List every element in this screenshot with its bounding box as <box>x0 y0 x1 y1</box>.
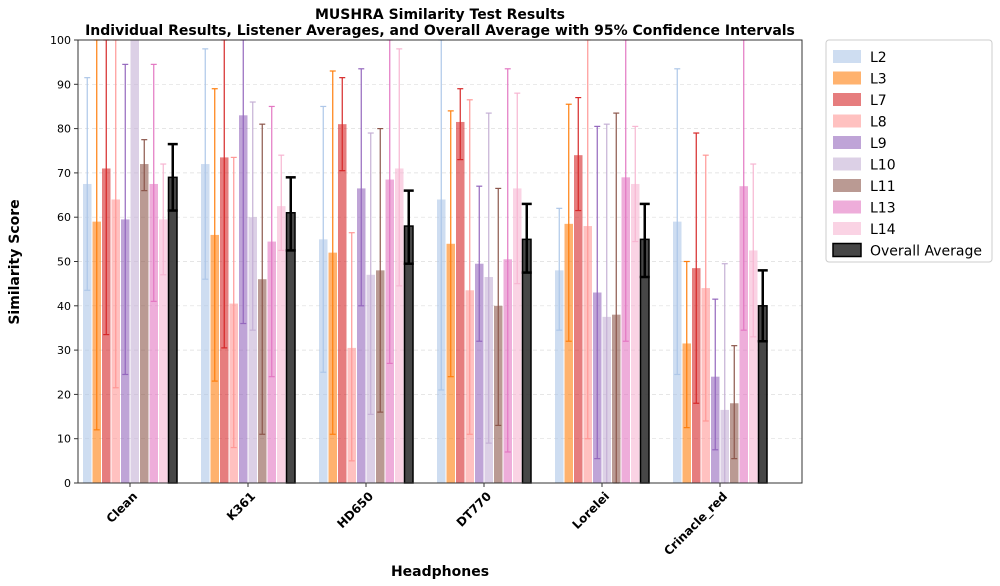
x-tick-label: HD650 <box>334 489 376 531</box>
legend-swatch <box>833 93 861 106</box>
legend-label: Overall Average <box>870 244 982 260</box>
legend-swatch <box>833 50 861 63</box>
x-tick-label: Lorelei <box>569 489 612 532</box>
legend-frame <box>825 39 993 263</box>
bar-l14-lorelei <box>631 183 640 483</box>
legend-label: L10 <box>870 158 896 174</box>
legend-label: L7 <box>870 93 887 109</box>
bar-l2-clean <box>83 183 92 483</box>
y-tick-label: 90 <box>57 78 71 91</box>
x-tick-label: Crinacle_red <box>661 489 731 559</box>
x-axis-label: Headphones <box>391 564 489 580</box>
bar-l11-clean <box>140 164 149 484</box>
x-tick-label: DT770 <box>454 489 494 529</box>
legend-label: L3 <box>870 72 887 88</box>
y-tick-label: 40 <box>57 300 71 313</box>
bar-l14-clean <box>159 219 168 484</box>
y-tick-label: 50 <box>57 256 71 269</box>
bar-l2-k361 <box>201 164 210 484</box>
bar-l14-crinacle_red <box>749 250 758 483</box>
bar-l7-dt770 <box>456 121 465 483</box>
bar-l13-clean <box>149 183 158 483</box>
bar-l14-k361 <box>277 206 286 483</box>
y-tick-label: 80 <box>57 123 71 136</box>
legend-label: L13 <box>870 201 896 217</box>
y-axis-label: Similarity Score <box>7 199 23 324</box>
bar-l7-lorelei <box>574 155 583 483</box>
y-tick-label: 10 <box>57 433 71 446</box>
bar-overall-average-k361 <box>285 212 296 484</box>
legend-label: L8 <box>870 115 887 131</box>
legend-swatch <box>832 242 862 258</box>
y-tick-label: 60 <box>57 211 71 224</box>
legend-label: L9 <box>870 136 887 152</box>
bar-l9-dt770 <box>475 263 484 483</box>
x-tick-label: Clean <box>104 489 141 526</box>
x-tick-label: K361 <box>224 489 258 523</box>
bar-l10-clean <box>130 40 139 483</box>
bar-overall-average-clean <box>167 176 178 484</box>
legend-label: L14 <box>870 222 896 238</box>
legend-swatch <box>833 114 861 128</box>
y-tick-label: 30 <box>57 344 71 357</box>
y-tick-label: 20 <box>57 388 71 401</box>
legend-swatch <box>833 179 861 192</box>
bar-l9-hd650 <box>357 188 366 483</box>
legend-swatch <box>833 200 861 214</box>
bar-l10-k361 <box>248 217 257 483</box>
y-tick-label: 0 <box>64 477 71 490</box>
legend-swatch <box>833 71 861 85</box>
legend-swatch <box>833 222 861 235</box>
legend-label: L11 <box>870 179 896 195</box>
bar-l14-hd650 <box>395 168 404 483</box>
bar-l3-lorelei <box>564 223 573 483</box>
y-tick-label: 70 <box>57 167 71 180</box>
y-tick-label: 100 <box>50 34 71 47</box>
bar-l14-dt770 <box>513 188 522 483</box>
legend-swatch <box>833 157 861 171</box>
chart-title: MUSHRA Similarity Test Results <box>315 7 565 23</box>
bar-l7-hd650 <box>338 124 347 484</box>
bar-overall-average-dt770 <box>521 238 532 484</box>
bar-l2-lorelei <box>555 270 564 483</box>
legend: L2 L3 L7 L8 L9 L10 L11 L13 L14 Overall Average <box>825 39 993 263</box>
legend-label: L2 <box>870 50 887 66</box>
bar-l13-crinacle_red <box>739 186 748 483</box>
chart-subtitle: Individual Results, Listener Averages, a… <box>85 23 795 39</box>
legend-swatch <box>833 136 861 149</box>
